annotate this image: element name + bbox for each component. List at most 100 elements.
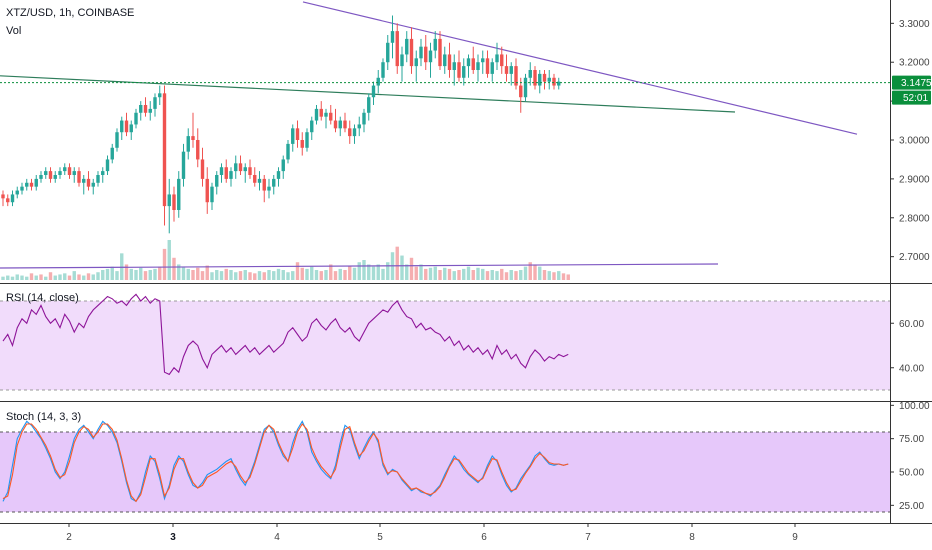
candle-body bbox=[6, 198, 10, 203]
candle-body bbox=[205, 178, 209, 203]
candle-body bbox=[129, 124, 133, 133]
volume-bar bbox=[433, 266, 437, 280]
volume-bar bbox=[462, 268, 466, 280]
volume-bar bbox=[20, 275, 24, 280]
candle-body bbox=[490, 62, 494, 74]
volume-bar bbox=[276, 268, 281, 280]
candle-body bbox=[101, 171, 105, 175]
volume-bar bbox=[367, 264, 371, 280]
candle-body bbox=[67, 167, 72, 175]
candle-body bbox=[39, 175, 43, 179]
candle-body bbox=[143, 105, 148, 113]
volume-bar bbox=[58, 274, 62, 280]
candle-body bbox=[44, 171, 48, 175]
price-axis-tick: 2.7000 bbox=[899, 252, 930, 263]
stoch-axis-tick: 25.00 bbox=[899, 501, 924, 512]
candle-body bbox=[433, 38, 437, 51]
volume-bar bbox=[177, 264, 181, 280]
volume-bar bbox=[257, 271, 262, 280]
volume-bar bbox=[333, 271, 338, 280]
rsi-axis-tick: 60.00 bbox=[899, 319, 924, 330]
candle-body bbox=[443, 54, 447, 67]
volume-bar bbox=[514, 271, 518, 280]
candle-body bbox=[25, 182, 29, 187]
candle-body bbox=[409, 38, 414, 67]
candle-body bbox=[466, 58, 471, 67]
stoch-axis-tick: 50.00 bbox=[899, 468, 924, 479]
candle-body bbox=[257, 178, 262, 183]
price-axis-tick: 2.8000 bbox=[899, 213, 930, 224]
volume-bar bbox=[77, 274, 81, 280]
volume-bar bbox=[281, 270, 285, 280]
volume-bar bbox=[67, 275, 72, 280]
volume-bar bbox=[148, 270, 152, 280]
volume-bar bbox=[72, 271, 76, 280]
candle-body bbox=[500, 54, 504, 67]
volume-bar bbox=[172, 257, 176, 280]
volume-bar bbox=[528, 262, 532, 280]
volume-bar bbox=[485, 271, 490, 280]
candle-body bbox=[476, 62, 480, 70]
candle-body bbox=[295, 128, 300, 140]
volume-bar bbox=[6, 275, 10, 280]
candle-body bbox=[191, 136, 195, 140]
candle-body bbox=[238, 163, 243, 172]
volume-bar bbox=[371, 266, 376, 280]
candle-body bbox=[419, 46, 423, 59]
candle-body bbox=[386, 42, 390, 63]
volume-bar bbox=[419, 264, 423, 280]
volume-bar bbox=[124, 264, 129, 280]
candle-body bbox=[538, 73, 542, 86]
volume-bar bbox=[533, 264, 537, 280]
candle-body bbox=[167, 194, 171, 207]
candle-body bbox=[148, 108, 152, 113]
volume-bar bbox=[452, 271, 456, 280]
candle-body bbox=[348, 128, 352, 137]
candle-body bbox=[172, 194, 176, 210]
volume-bar bbox=[48, 272, 53, 280]
candle-body bbox=[200, 159, 205, 179]
candle-body bbox=[457, 62, 461, 78]
stoch-axis-tick: 100.00 bbox=[899, 401, 930, 412]
candle-body bbox=[210, 186, 214, 203]
candle-body bbox=[485, 58, 490, 74]
volume-bar bbox=[267, 270, 271, 280]
candle-body bbox=[224, 167, 228, 179]
candle-body bbox=[400, 54, 404, 67]
volume-bar bbox=[91, 274, 95, 280]
countdown-tag bbox=[892, 90, 931, 105]
x-axis-tick: 8 bbox=[689, 532, 695, 543]
volume-bar bbox=[234, 272, 238, 280]
candle-body bbox=[63, 167, 67, 172]
volume-bar bbox=[319, 271, 323, 280]
candle-body bbox=[196, 140, 200, 160]
volume-bar bbox=[395, 246, 399, 280]
volume-bar bbox=[224, 268, 228, 280]
candle-body bbox=[262, 178, 266, 191]
volume-bar bbox=[53, 275, 57, 280]
candle-body bbox=[120, 120, 124, 133]
volume-bar bbox=[96, 272, 100, 280]
volume-bar bbox=[39, 274, 43, 280]
volume-bar bbox=[105, 268, 110, 280]
candle-body bbox=[177, 178, 181, 210]
candle-body bbox=[219, 167, 224, 175]
volume-bar bbox=[295, 262, 300, 280]
volume-bar bbox=[566, 274, 570, 280]
candle-body bbox=[528, 70, 532, 78]
candle-body bbox=[514, 66, 518, 86]
candle-body bbox=[48, 171, 53, 179]
trend-line-support bbox=[0, 75, 736, 113]
candle-body bbox=[58, 171, 62, 175]
candle-body bbox=[462, 66, 466, 78]
volume-bar bbox=[115, 271, 119, 280]
candle-body bbox=[34, 178, 38, 187]
candle-body bbox=[395, 31, 399, 67]
volume-bar bbox=[63, 273, 67, 280]
candle-body bbox=[314, 108, 319, 121]
candle-body bbox=[305, 132, 309, 148]
volume-bar bbox=[25, 276, 29, 280]
x-axis-tick: 2 bbox=[66, 532, 72, 543]
volume-bar bbox=[120, 253, 124, 280]
